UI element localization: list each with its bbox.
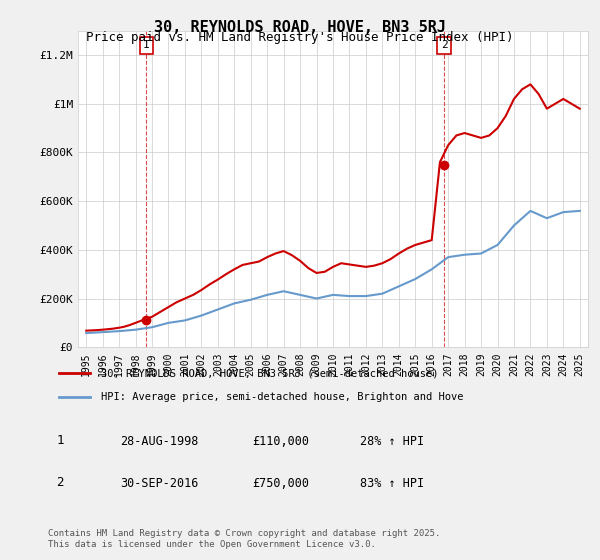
Text: 30, REYNOLDS ROAD, HOVE, BN3 5RJ: 30, REYNOLDS ROAD, HOVE, BN3 5RJ (154, 20, 446, 35)
Text: 83% ↑ HPI: 83% ↑ HPI (360, 477, 424, 490)
Text: 1: 1 (56, 435, 64, 447)
Text: 28-AUG-1998: 28-AUG-1998 (120, 435, 199, 448)
Text: Contains HM Land Registry data © Crown copyright and database right 2025.
This d: Contains HM Land Registry data © Crown c… (48, 529, 440, 549)
Text: 30-SEP-2016: 30-SEP-2016 (120, 477, 199, 490)
Text: 2: 2 (56, 477, 64, 489)
Text: £750,000: £750,000 (252, 477, 309, 490)
Text: £110,000: £110,000 (252, 435, 309, 448)
Text: 30, REYNOLDS ROAD, HOVE, BN3 5RJ (semi-detached house): 30, REYNOLDS ROAD, HOVE, BN3 5RJ (semi-d… (101, 368, 438, 379)
Text: 1: 1 (143, 40, 149, 50)
Text: Price paid vs. HM Land Registry's House Price Index (HPI): Price paid vs. HM Land Registry's House … (86, 31, 514, 44)
Text: 2: 2 (440, 40, 448, 50)
Text: HPI: Average price, semi-detached house, Brighton and Hove: HPI: Average price, semi-detached house,… (101, 391, 463, 402)
Text: 28% ↑ HPI: 28% ↑ HPI (360, 435, 424, 448)
